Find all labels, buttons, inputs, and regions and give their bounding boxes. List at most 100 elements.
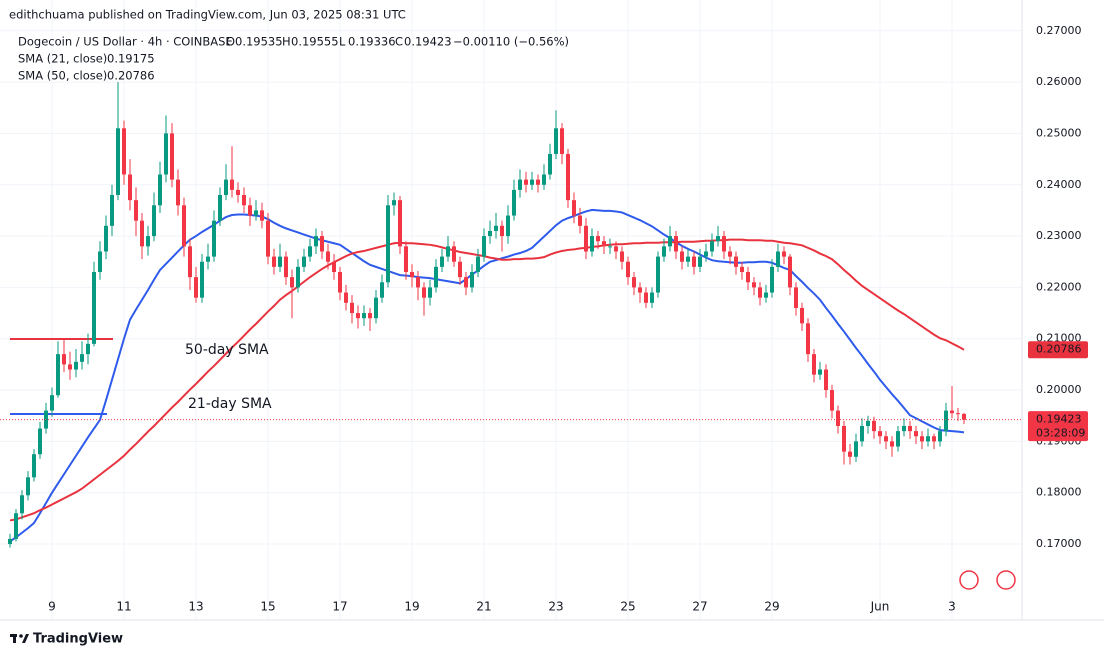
- candle-body: [590, 236, 594, 252]
- legend-value: 0.20786: [107, 69, 155, 83]
- candle-body: [830, 390, 834, 411]
- candle-body: [728, 251, 732, 257]
- candle-body: [320, 236, 324, 252]
- candle-body: [704, 251, 708, 257]
- candle-body: [896, 431, 900, 447]
- plot: [8, 82, 966, 548]
- candle-body: [566, 153, 570, 201]
- candle-body: [338, 272, 342, 293]
- candle-body: [206, 256, 210, 262]
- candle-body: [908, 425, 912, 432]
- candle-body: [416, 277, 420, 288]
- candle-body: [152, 205, 156, 237]
- candle-body: [284, 256, 288, 278]
- candle-body: [248, 205, 252, 216]
- candle-body: [554, 128, 558, 154]
- candle-body: [734, 256, 738, 267]
- price-tag: [1028, 411, 1088, 442]
- candle-body: [536, 179, 540, 185]
- candle-body: [128, 174, 132, 201]
- candle-body: [86, 343, 90, 355]
- candle-body: [272, 256, 276, 267]
- candle-body: [698, 256, 702, 267]
- price-tag: [1028, 341, 1088, 359]
- candle-body: [140, 220, 144, 247]
- candle-body: [470, 272, 474, 288]
- candle-body: [344, 292, 348, 303]
- candle-body: [290, 277, 294, 288]
- candle-body: [824, 369, 828, 391]
- candle-body: [188, 246, 192, 278]
- candle-body: [80, 354, 84, 362]
- legend-value: 0.19175: [107, 52, 155, 66]
- candle-body: [608, 246, 612, 248]
- sma-line: [9, 238, 965, 522]
- candle-body: [680, 251, 684, 262]
- candle-body: [440, 256, 444, 267]
- y-tick-label: 0.23000: [1036, 229, 1082, 242]
- candle-body: [932, 436, 936, 442]
- brand: TradingView: [33, 632, 123, 647]
- candle-body: [626, 261, 630, 278]
- candle-body: [854, 441, 858, 457]
- candle-body: [56, 354, 60, 396]
- candle-body: [848, 451, 852, 457]
- candle-body: [512, 189, 516, 216]
- ohlc-value: 0.19423: [404, 35, 452, 49]
- candle-body: [530, 179, 534, 185]
- sma-line: [9, 208, 965, 543]
- y-tick-label: 0.25000: [1036, 126, 1082, 139]
- candle-body: [392, 200, 396, 206]
- candle-body: [116, 128, 120, 196]
- x-tick-label: 21: [476, 600, 491, 614]
- candle-body: [746, 272, 750, 283]
- candle-body: [560, 128, 564, 154]
- x-tick-label: 29: [764, 600, 779, 614]
- candle-body: [872, 420, 876, 432]
- candle-body: [650, 292, 654, 303]
- candle-body: [506, 215, 510, 237]
- candle-body: [914, 431, 918, 437]
- event-flag[interactable]: [996, 570, 1016, 590]
- ohlc-label: L: [339, 35, 346, 49]
- candle-body: [866, 420, 870, 426]
- candle-body: [662, 246, 666, 257]
- candle-body: [806, 323, 810, 355]
- candle-body: [314, 236, 318, 247]
- candle-body: [164, 133, 168, 175]
- candle-body: [752, 282, 756, 288]
- event-flag[interactable]: [959, 570, 979, 590]
- candle-body: [278, 256, 282, 267]
- candle-body: [800, 307, 804, 324]
- x-tick-label: 27: [692, 600, 707, 614]
- ohlc-label: C: [395, 35, 403, 49]
- x-tick-label: 25: [620, 600, 635, 614]
- candle-body: [494, 225, 498, 231]
- candle-body: [242, 195, 246, 206]
- y-tick-label: 0.22000: [1036, 280, 1082, 293]
- y-tick-label: 0.17000: [1036, 537, 1082, 550]
- candle-body: [788, 256, 792, 288]
- x-tick-label: 3: [948, 600, 956, 614]
- candle-body: [578, 215, 582, 226]
- candle-body: [920, 436, 924, 442]
- ohlc-value: 0.19555: [291, 35, 339, 49]
- candle-body: [398, 200, 402, 247]
- candle-body: [926, 436, 930, 442]
- symbol: Dogecoin / US Dollar · 4h · COINBASE: [18, 35, 233, 49]
- candle-body: [596, 236, 600, 242]
- candle-body: [674, 236, 678, 252]
- candle-body: [182, 205, 186, 247]
- candle-body: [944, 410, 948, 432]
- candle-body: [200, 261, 204, 298]
- y-tick-label: 0.26000: [1036, 75, 1082, 88]
- candle-body: [404, 246, 408, 273]
- published-note: edithchuama published on TradingView.com…: [9, 8, 406, 22]
- candle-body: [32, 454, 36, 478]
- candle-body: [542, 174, 546, 185]
- candle-body: [644, 292, 648, 303]
- candle-body: [368, 313, 372, 319]
- candle-body: [668, 236, 672, 247]
- x-tick-label: 23: [548, 600, 563, 614]
